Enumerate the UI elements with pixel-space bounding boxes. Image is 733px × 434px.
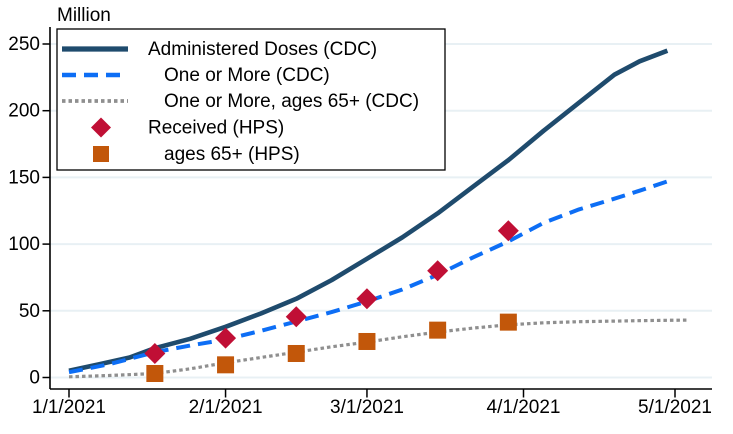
ages-65plus-hps-marker [358,332,376,350]
legend-label-received-hps: Received (HPS) [148,118,284,139]
x-tick-may: 5/1/2021 [638,397,712,418]
received-hps-marker [285,306,307,328]
x-tick-jan: 1/1/2021 [32,397,106,418]
x-tick-apr: 4/1/2021 [487,397,561,418]
ages-65plus-hps-marker [429,321,447,339]
y-tick-labels: 0 50 100 150 200 250 [8,34,40,389]
ages-65plus-hps-markers [146,313,517,382]
received-hps-marker [497,220,519,242]
x-tick-mar: 3/1/2021 [330,397,404,418]
received-hps-marker [427,260,449,282]
ages-65plus-hps-marker [93,146,109,162]
ages-65plus-hps-marker [146,364,164,382]
one-or-more-cdc-line [68,179,669,375]
received-hps-marker [215,327,237,349]
received-hps-markers [144,220,519,364]
received-hps-marker [144,342,166,364]
y-tick-0: 0 [29,368,40,389]
y-axis-unit-label: Million [57,5,111,26]
y-tick-200: 200 [8,101,40,122]
legend: Administered Doses (CDC) One or More (CD… [56,28,446,171]
x-tick-labels: 1/1/2021 2/1/2021 3/1/2021 4/1/2021 5/1/… [32,397,712,418]
legend-label-administered-doses: Administered Doses (CDC) [148,39,377,60]
ages-65plus-hps-marker [499,313,517,331]
axes [42,27,712,398]
legend-samples [62,46,128,162]
y-tick-250: 250 [8,34,40,55]
y-tick-150: 150 [8,167,40,188]
y-tick-100: 100 [8,234,40,255]
legend-label-one-or-more: One or More (CDC) [164,65,330,86]
ages-65plus-hps-marker [217,356,235,374]
series-layer [68,48,688,382]
legend-label-ages-65plus-hps: ages 65+ (HPS) [164,144,300,165]
ages-65plus-hps-marker [287,344,305,362]
received-hps-marker [356,288,378,310]
legend-label-one-or-more-65plus: One or More, ages 65+ (CDC) [164,91,419,112]
received-hps-marker [91,117,111,138]
y-tick-50: 50 [19,301,40,322]
x-tick-feb: 2/1/2021 [189,397,263,418]
